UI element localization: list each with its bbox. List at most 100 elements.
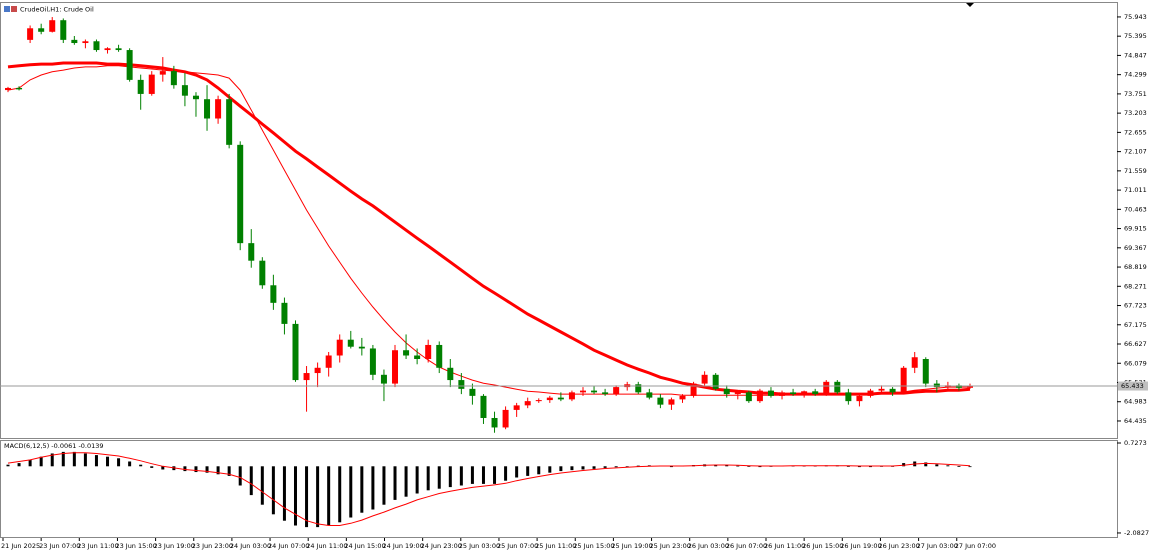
- candle-body: [878, 388, 885, 391]
- chart-title: CrudeOil,H1: Crude Oil: [20, 6, 94, 14]
- candle-body: [701, 374, 708, 384]
- candle-body: [723, 388, 730, 395]
- candle-body: [535, 400, 542, 402]
- x-tick-label: 24 Jun 15:00: [344, 542, 385, 550]
- macd-bar: [327, 466, 331, 526]
- candle-body: [281, 302, 288, 324]
- x-tick-label: 27 Jun 03:00: [917, 542, 958, 550]
- y-tick-label: 68.819: [1124, 263, 1147, 271]
- macd-bar: [459, 466, 463, 486]
- macd-bar: [669, 466, 673, 468]
- candle-body: [71, 39, 78, 44]
- candle-body: [767, 390, 774, 396]
- x-tick-label: 24 Jun 07:00: [268, 542, 309, 550]
- x-tick-label: 26 Jun 23:00: [878, 542, 919, 550]
- macd-bar: [548, 466, 552, 473]
- candle-body: [546, 397, 553, 401]
- candle-body: [425, 344, 432, 360]
- x-tick-label: 25 Jun 11:00: [535, 542, 576, 550]
- x-tick-label: 27 Jun 07:00: [955, 542, 996, 550]
- x-tick-label: 23 Jun 19:00: [154, 542, 195, 550]
- macd-bar: [515, 466, 519, 478]
- macd-bar: [857, 466, 861, 468]
- x-tick-label: 24 Jun 11:00: [306, 542, 347, 550]
- x-tick-label: 25 Jun 23:00: [650, 542, 691, 550]
- x-tick-label: 24 Jun 23:00: [421, 542, 462, 550]
- macd-bar: [39, 456, 43, 467]
- candle-body: [668, 399, 675, 405]
- macd-bar: [448, 466, 452, 488]
- y-tick-label: 64.435: [1124, 417, 1147, 425]
- macd-bar: [846, 465, 850, 467]
- candle-body: [801, 391, 808, 395]
- candle-body: [812, 391, 819, 395]
- macd-bar: [150, 466, 154, 468]
- macd-bar: [537, 466, 541, 475]
- macd-bar: [61, 451, 65, 467]
- macd-bar: [349, 466, 353, 518]
- candle-body: [93, 41, 100, 51]
- y-tick-label: 75.395: [1124, 32, 1147, 40]
- candle-body: [458, 380, 465, 389]
- x-tick-label: 24 Jun 03:00: [230, 542, 271, 550]
- candle-body: [712, 374, 719, 389]
- candle-body: [690, 383, 697, 396]
- x-tick-label: 26 Jun 19:00: [840, 542, 881, 550]
- candle-body: [347, 339, 354, 347]
- y-tick-label: 67.723: [1124, 302, 1147, 310]
- macd-bar: [293, 466, 297, 526]
- macd-bar: [747, 465, 751, 467]
- candle-body: [790, 392, 797, 395]
- candle-body: [226, 99, 233, 145]
- macd-bar: [161, 466, 165, 470]
- macd-bar: [758, 466, 762, 468]
- candle-body: [259, 260, 266, 286]
- macd-bar: [194, 466, 198, 473]
- macd-bar: [72, 451, 76, 467]
- shift-marker: [966, 3, 974, 7]
- macd-bar: [614, 466, 618, 468]
- candle-body: [469, 388, 476, 396]
- candle-body: [414, 355, 421, 360]
- macd-bar: [946, 465, 950, 467]
- candle-body: [248, 243, 255, 261]
- candle-body: [303, 373, 310, 381]
- macd-bar: [305, 466, 309, 528]
- macd-bar: [868, 466, 872, 468]
- candle-body: [82, 41, 89, 44]
- x-tick-label: 26 Jun 07:00: [726, 542, 767, 550]
- macd-bar: [249, 466, 253, 496]
- candle-body: [49, 20, 56, 32]
- candle-body: [148, 74, 155, 94]
- candle-body: [591, 390, 598, 393]
- candle-body: [358, 346, 365, 349]
- candle-body: [745, 392, 752, 402]
- macd-bar: [902, 463, 906, 467]
- candle-body: [270, 285, 277, 303]
- macd-bar: [139, 464, 143, 467]
- candle-body: [856, 395, 863, 402]
- x-tick-label: 24 Jun 19:00: [383, 542, 424, 550]
- candle-body: [679, 395, 686, 400]
- macd-bar: [50, 453, 54, 467]
- macd-bar: [6, 464, 10, 467]
- y-tick-label: 69.915: [1124, 225, 1147, 233]
- x-tick-label: 26 Jun 11:00: [764, 542, 805, 550]
- y-tick-label: 73.751: [1124, 90, 1147, 98]
- candle-body: [159, 71, 166, 75]
- candle-body: [181, 85, 188, 96]
- signal-line: [7, 452, 971, 526]
- macd-bar: [415, 466, 419, 494]
- candle-body: [215, 99, 222, 119]
- macd-bar: [360, 466, 364, 513]
- candle-body: [579, 390, 586, 393]
- y-tick-label: 67.175: [1124, 321, 1147, 329]
- x-tick-label: 23 Jun 23:00: [192, 542, 233, 550]
- candle-body: [834, 381, 841, 393]
- y-tick-label: 71.011: [1124, 186, 1147, 194]
- macd-bar: [493, 466, 497, 484]
- y-tick-label: 73.203: [1124, 109, 1147, 117]
- y-tick-label: 69.367: [1124, 244, 1147, 252]
- macd-bar: [426, 466, 430, 491]
- y-tick-label: 0.7273: [1124, 439, 1147, 447]
